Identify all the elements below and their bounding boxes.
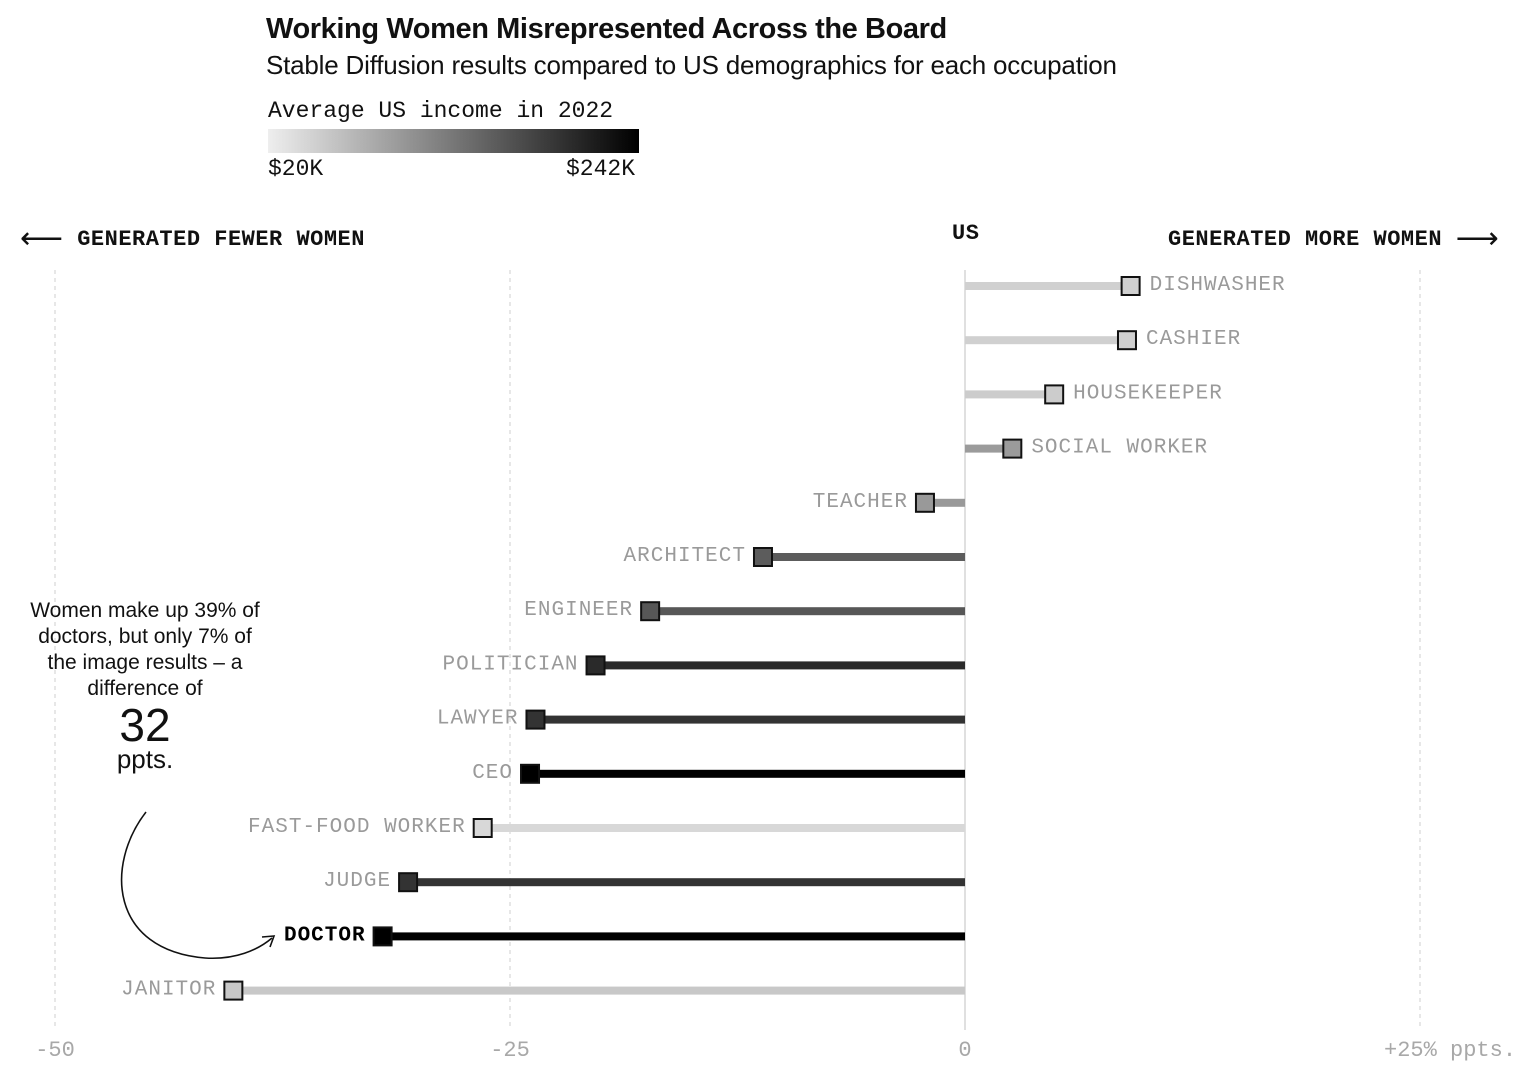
chart-title: Working Women Misrepresented Across the … <box>266 13 947 45</box>
direction-left-label: ⟵ GENERATED FEWER WOMEN <box>20 221 365 256</box>
occupation-label: FAST-FOOD WORKER <box>248 816 466 839</box>
direction-left-text: GENERATED FEWER WOMEN <box>77 227 365 252</box>
annotation-curve <box>120 811 273 960</box>
doctor-annotation: Women make up 39% of doctors, but only 7… <box>30 598 260 772</box>
value-marker <box>398 872 419 893</box>
value-marker <box>752 547 773 567</box>
occupation-label: SOCIAL WORKER <box>1031 437 1208 460</box>
occupation-label: LAWYER <box>437 708 519 731</box>
bar-stem <box>535 715 965 724</box>
bar-stem <box>965 336 1127 345</box>
bar-stem <box>233 986 966 995</box>
bar-stem <box>762 553 965 561</box>
bar-stem <box>530 769 965 778</box>
income-gradient-legend <box>268 129 639 153</box>
arrow-left-icon: ⟵ <box>20 221 64 256</box>
bar-row: SOCIAL WORKER <box>965 437 1208 460</box>
bar-row: POLITICIAN <box>443 653 965 676</box>
x-tick-label: -25 <box>490 1038 530 1063</box>
x-tick-label: +25% ppts. <box>1384 1038 1516 1063</box>
occupation-label: ARCHITECT <box>624 545 746 568</box>
annotation-value: 32 <box>119 699 171 751</box>
direction-right-text: GENERATED MORE WOMEN <box>1168 227 1443 252</box>
bar-stem <box>595 661 965 670</box>
x-tick-label: 0 <box>958 1038 971 1063</box>
bar-row: JUDGE <box>323 870 966 893</box>
occupation-label: JANITOR <box>121 979 216 1002</box>
occupation-label: DOCTOR <box>284 924 366 947</box>
bar-row: TEACHER <box>813 491 965 514</box>
arrow-head-icon <box>261 935 276 948</box>
bar-stem <box>924 498 965 507</box>
legend-title: Average US income in 2022 <box>268 98 614 124</box>
axis-layer: -50 -25 0 +25% ppts. <box>35 1038 1516 1063</box>
value-marker <box>1120 276 1141 296</box>
value-marker <box>640 601 661 622</box>
annotation-arrow <box>120 811 276 960</box>
bar-row: CEO <box>472 762 965 785</box>
bar-row: DOCTOR <box>284 924 966 947</box>
occupation-label: HOUSEKEEPER <box>1073 382 1223 405</box>
occupation-label: CASHIER <box>1146 328 1241 351</box>
bar-row: DISHWASHER <box>965 274 1286 297</box>
value-marker <box>472 818 493 838</box>
value-marker <box>1044 384 1065 405</box>
bar-row: JANITOR <box>121 979 966 1002</box>
value-marker <box>372 926 393 947</box>
bar-stem <box>408 878 966 887</box>
arrow-right-icon: ⟶ <box>1455 221 1500 256</box>
bar-stem <box>965 282 1131 290</box>
baseline-label: US <box>952 221 980 246</box>
occupation-label: ENGINEER <box>524 599 633 622</box>
bar-row: CASHIER <box>965 328 1241 351</box>
legend-max-label: $242K <box>566 156 636 182</box>
occupation-label: TEACHER <box>813 491 908 514</box>
occupation-label: DISHWASHER <box>1150 274 1286 297</box>
direction-right-label: GENERATED MORE WOMEN ⟶ <box>1168 221 1499 256</box>
occupation-label: CEO <box>472 762 513 785</box>
value-marker <box>1116 330 1137 351</box>
value-marker <box>525 709 546 730</box>
legend-min-label: $20K <box>268 156 324 182</box>
value-marker <box>520 763 541 784</box>
value-marker <box>1002 438 1023 459</box>
occupation-label: POLITICIAN <box>443 653 579 676</box>
bar-row: LAWYER <box>437 708 965 731</box>
chart-subtitle: Stable Diffusion results compared to US … <box>266 50 1117 80</box>
bar-row: ENGINEER <box>524 599 965 622</box>
bar-row: FAST-FOOD WORKER <box>248 816 965 839</box>
bar-row: ARCHITECT <box>624 545 965 568</box>
x-tick-label: -50 <box>35 1038 75 1063</box>
value-marker <box>585 655 606 676</box>
bar-stem <box>482 824 965 832</box>
bar-row: HOUSEKEEPER <box>965 382 1223 405</box>
annotation-unit: ppts. <box>116 744 174 774</box>
bar-stem <box>382 932 966 941</box>
annotation-text: Women make up 39% of doctors, but only 7… <box>30 599 260 700</box>
value-marker <box>914 492 935 513</box>
bar-stem <box>965 444 1013 453</box>
value-marker <box>223 980 244 1001</box>
bar-stem <box>965 390 1055 399</box>
bar-stem <box>650 607 965 616</box>
bar-layer: DISHWASHER CASHIER HOUSEKEEPER SOCIAL WORKE… <box>121 274 1286 1002</box>
occupation-label: JUDGE <box>323 870 391 893</box>
